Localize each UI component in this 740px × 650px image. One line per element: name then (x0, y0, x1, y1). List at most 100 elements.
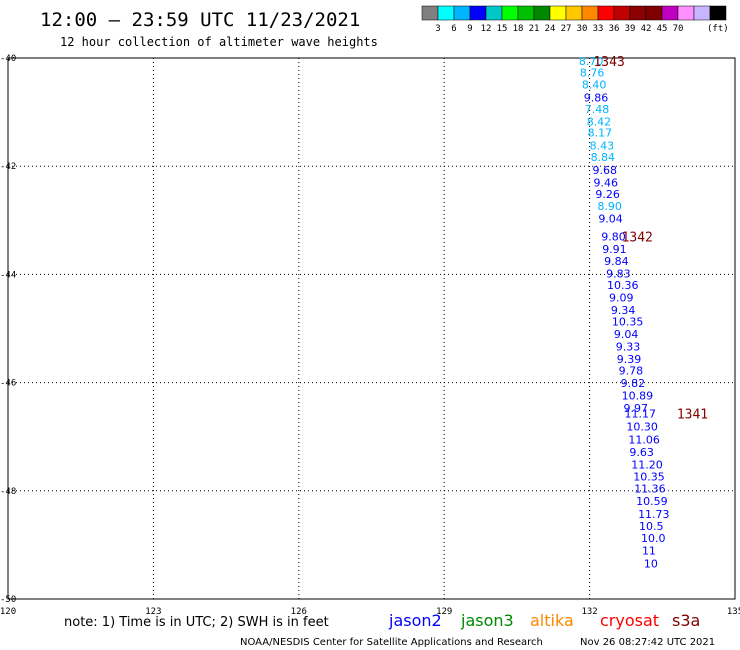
plot-area: 120 123 126 129 132 135 -40 -42 -44 -46 -48 -50 8.… (0, 54, 740, 617)
y-tick-label: -40 (0, 54, 16, 64)
colorbar-label: 45 (657, 24, 668, 34)
y-tick-label: -42 (0, 162, 16, 172)
colorbar-label: 3 (435, 24, 440, 34)
wave-height-label: 9.04 (598, 213, 623, 226)
wave-height-label: 9.82 (621, 377, 646, 390)
colorbar-swatch (693, 5, 711, 21)
wave-height-label: 10.35 (612, 315, 644, 328)
wave-height-label: 10.36 (607, 279, 639, 292)
colorbar-swatch (533, 5, 551, 21)
wave-height-label: 10.35 (633, 471, 665, 484)
footer-note: note: 1) Time is in UTC; 2) SWH is in fe… (64, 615, 329, 630)
wave-height-label: 10.89 (622, 390, 654, 403)
pass-number-label: 1343 (593, 55, 624, 70)
colorbar-label: 21 (529, 24, 540, 34)
wave-height-label: 9.04 (614, 328, 639, 341)
colorbar-swatch (485, 5, 503, 21)
wave-height-label: 9.26 (595, 188, 620, 201)
legend-jason2: jason2 (388, 611, 442, 630)
colorbar-label: 30 (577, 24, 588, 34)
wave-height-label: 8.40 (582, 79, 607, 92)
legend-s3a: s3a (672, 611, 700, 630)
colorbar-label: 6 (451, 24, 456, 34)
wave-height-label: 11 (642, 544, 656, 557)
y-tick-label: -50 (0, 595, 16, 605)
colorbar-label: 27 (561, 24, 572, 34)
wave-height-label: 10.30 (626, 420, 658, 433)
colorbar-swatch (501, 5, 519, 21)
plot-frame (7, 57, 736, 600)
colorbar-label: 33 (593, 24, 604, 34)
wave-height-label: 10.59 (636, 495, 668, 508)
y-tick-label: -44 (0, 270, 16, 280)
colorbar-label: 39 (625, 24, 636, 34)
colorbar-swatch (597, 5, 615, 21)
colorbar-label: 42 (641, 24, 652, 34)
x-tick-label: 123 (145, 607, 161, 617)
y-tick-label: -46 (0, 379, 16, 389)
colorbar-swatch (421, 5, 439, 21)
y-tick-labels: -40 -42 -44 -46 -48 -50 (0, 54, 16, 605)
x-tick-label: 129 (436, 607, 452, 617)
wave-height-label: 11.36 (634, 483, 666, 496)
wave-height-label: 9.83 (606, 267, 631, 280)
colorbar-swatch (565, 5, 583, 21)
wave-height-label: 9.33 (616, 340, 641, 353)
wave-height-label: 9.63 (629, 446, 654, 459)
legend-jason3: jason3 (460, 611, 514, 630)
wave-height-label: 10.0 (641, 532, 666, 545)
satellite-legend: jason2 jason3 altika cryosat s3a (388, 611, 700, 630)
wave-height-label: 11.17 (624, 407, 656, 420)
colorbar-swatch (549, 5, 567, 21)
wave-height-label: 8.17 (588, 127, 613, 140)
y-tick-label: -48 (0, 487, 16, 497)
wave-height-label: 9.84 (604, 255, 629, 268)
wave-height-label: 11.06 (628, 433, 660, 446)
colorbar-swatch (645, 5, 663, 21)
colorbar-label: 9 (467, 24, 472, 34)
colorbar-swatch (437, 5, 455, 21)
x-tick-label: 126 (291, 607, 307, 617)
wave-height-label: 9.39 (617, 353, 642, 366)
colorbar-swatch (613, 5, 631, 21)
x-tick-labels: 120 123 126 129 132 135 (0, 607, 740, 617)
chart-subtitle: 12 hour collection of altimeter wave hei… (60, 35, 378, 49)
wave-height-label: 7.48 (585, 103, 610, 116)
legend-altika: altika (530, 611, 574, 630)
x-tick-label: 135 (727, 607, 740, 617)
wave-height-label: 9.86 (584, 91, 609, 104)
colorbar-label: 24 (545, 24, 556, 34)
wave-height-label: 8.84 (591, 151, 616, 164)
colorbar-swatch (453, 5, 471, 21)
colorbar-label: 18 (513, 24, 524, 34)
wave-height-label: 9.97 (624, 402, 649, 415)
chart-title: 12:00 – 23:59 UTC 11/23/2021 (40, 9, 360, 31)
colorbar-swatch (469, 5, 487, 21)
colorbar-label: 36 (609, 24, 620, 34)
wave-height-label: 11.20 (631, 458, 663, 471)
colorbar-swatch (677, 5, 695, 21)
footer-timestamp: Nov 26 08:27:42 UTC 2021 (580, 637, 715, 648)
wave-height-label: 9.46 (593, 176, 618, 189)
x-tick-label: 120 (0, 607, 16, 617)
pass-number-label: 1341 (677, 407, 708, 422)
pass-number-labels: 1343 1342 1341 (593, 55, 708, 422)
wave-height-label: 8.43 (590, 140, 615, 153)
wave-height-label: 9.91 (602, 243, 627, 256)
colorbar-label: 15 (497, 24, 508, 34)
colorbar-swatch (709, 5, 727, 21)
wave-height-label: 8.76 (580, 67, 605, 80)
legend-cryosat: cryosat (600, 611, 659, 630)
wave-height-label: 9.80 (601, 231, 626, 244)
colorbar-label: 12 (481, 24, 492, 34)
wave-height-label: 8.42 (587, 115, 612, 128)
wave-height-label: 10.5 (639, 520, 664, 533)
colorbar-label: 70 (673, 24, 684, 34)
wave-height-label: 8.70 (579, 55, 604, 68)
colorbar-swatch (517, 5, 535, 21)
colorbar-swatch (629, 5, 647, 21)
pass-number-label: 1342 (622, 231, 653, 246)
wave-height-label: 9.68 (593, 164, 618, 177)
wave-height-label: 9.34 (611, 304, 636, 317)
wave-height-label: 8.90 (597, 200, 622, 213)
